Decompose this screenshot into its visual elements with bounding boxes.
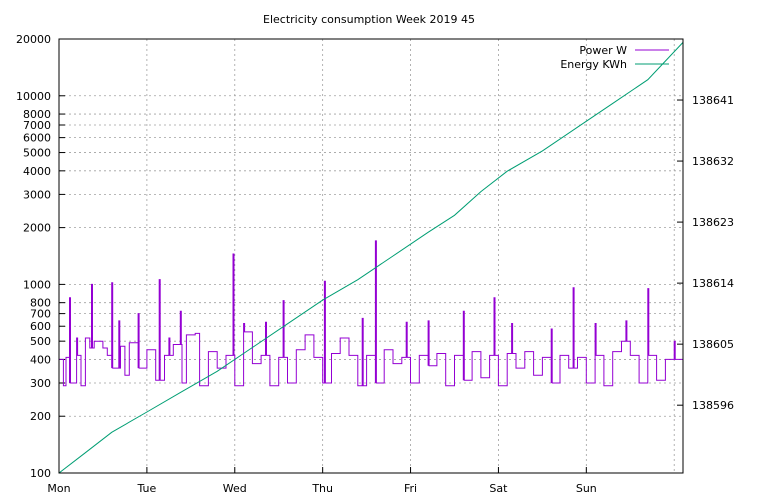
y-tick-label: 200 [30, 410, 51, 423]
y-tick-label: 800 [30, 297, 51, 310]
y-tick-label: 8000 [23, 108, 51, 121]
y-tick-label: 7000 [23, 119, 51, 132]
series-line-energy [58, 42, 684, 474]
y-tick-label: 300 [30, 377, 51, 390]
y-tick-label: 2000 [23, 222, 51, 235]
y2-tick-label: 138641 [692, 94, 734, 107]
y-tick-label: 100 [30, 467, 51, 480]
series-line-power [59, 240, 684, 387]
y-tick-label: 600 [30, 320, 51, 333]
x-tick-label: Mon [47, 482, 70, 495]
y2-tick-label: 138632 [692, 155, 734, 168]
y-tick-label: 400 [30, 353, 51, 366]
y-tick-label: 700 [30, 308, 51, 321]
y-tick-label: 4000 [23, 165, 51, 178]
legend-label-energy: Energy KWh [560, 58, 627, 71]
y-tick-label: 500 [30, 335, 51, 348]
legend: Power W Energy KWh [560, 44, 669, 71]
y2-axis-ticks: 138596 138605 138614 138623 138632 138641 [677, 94, 734, 412]
y2-tick-label: 138614 [692, 277, 734, 290]
legend-label-power: Power W [579, 44, 627, 57]
y-tick-label: 10000 [16, 90, 51, 103]
chart-title: Electricity consumption Week 2019 45 [263, 13, 475, 26]
x-tick-label: Thu [311, 482, 333, 495]
grid-lines [59, 39, 683, 473]
y-tick-label: 6000 [23, 132, 51, 145]
y2-tick-label: 138605 [692, 338, 734, 351]
x-tick-label: Sun [576, 482, 597, 495]
x-tick-label: Sat [489, 482, 508, 495]
y2-tick-label: 138596 [692, 399, 734, 412]
y2-tick-label: 138623 [692, 216, 734, 229]
plot-frame [58, 38, 684, 474]
y-tick-label: 3000 [23, 188, 51, 201]
y-tick-label: 5000 [23, 147, 51, 160]
x-tick-label: Wed [223, 482, 247, 495]
x-axis-ticks: Mon Tue Wed Thu Fri Sat Sun [47, 467, 597, 495]
x-tick-label: Tue [136, 482, 156, 495]
y-tick-label: 20000 [16, 33, 51, 46]
x-tick-label: Fri [404, 482, 417, 495]
y-tick-label: 1000 [23, 278, 51, 291]
